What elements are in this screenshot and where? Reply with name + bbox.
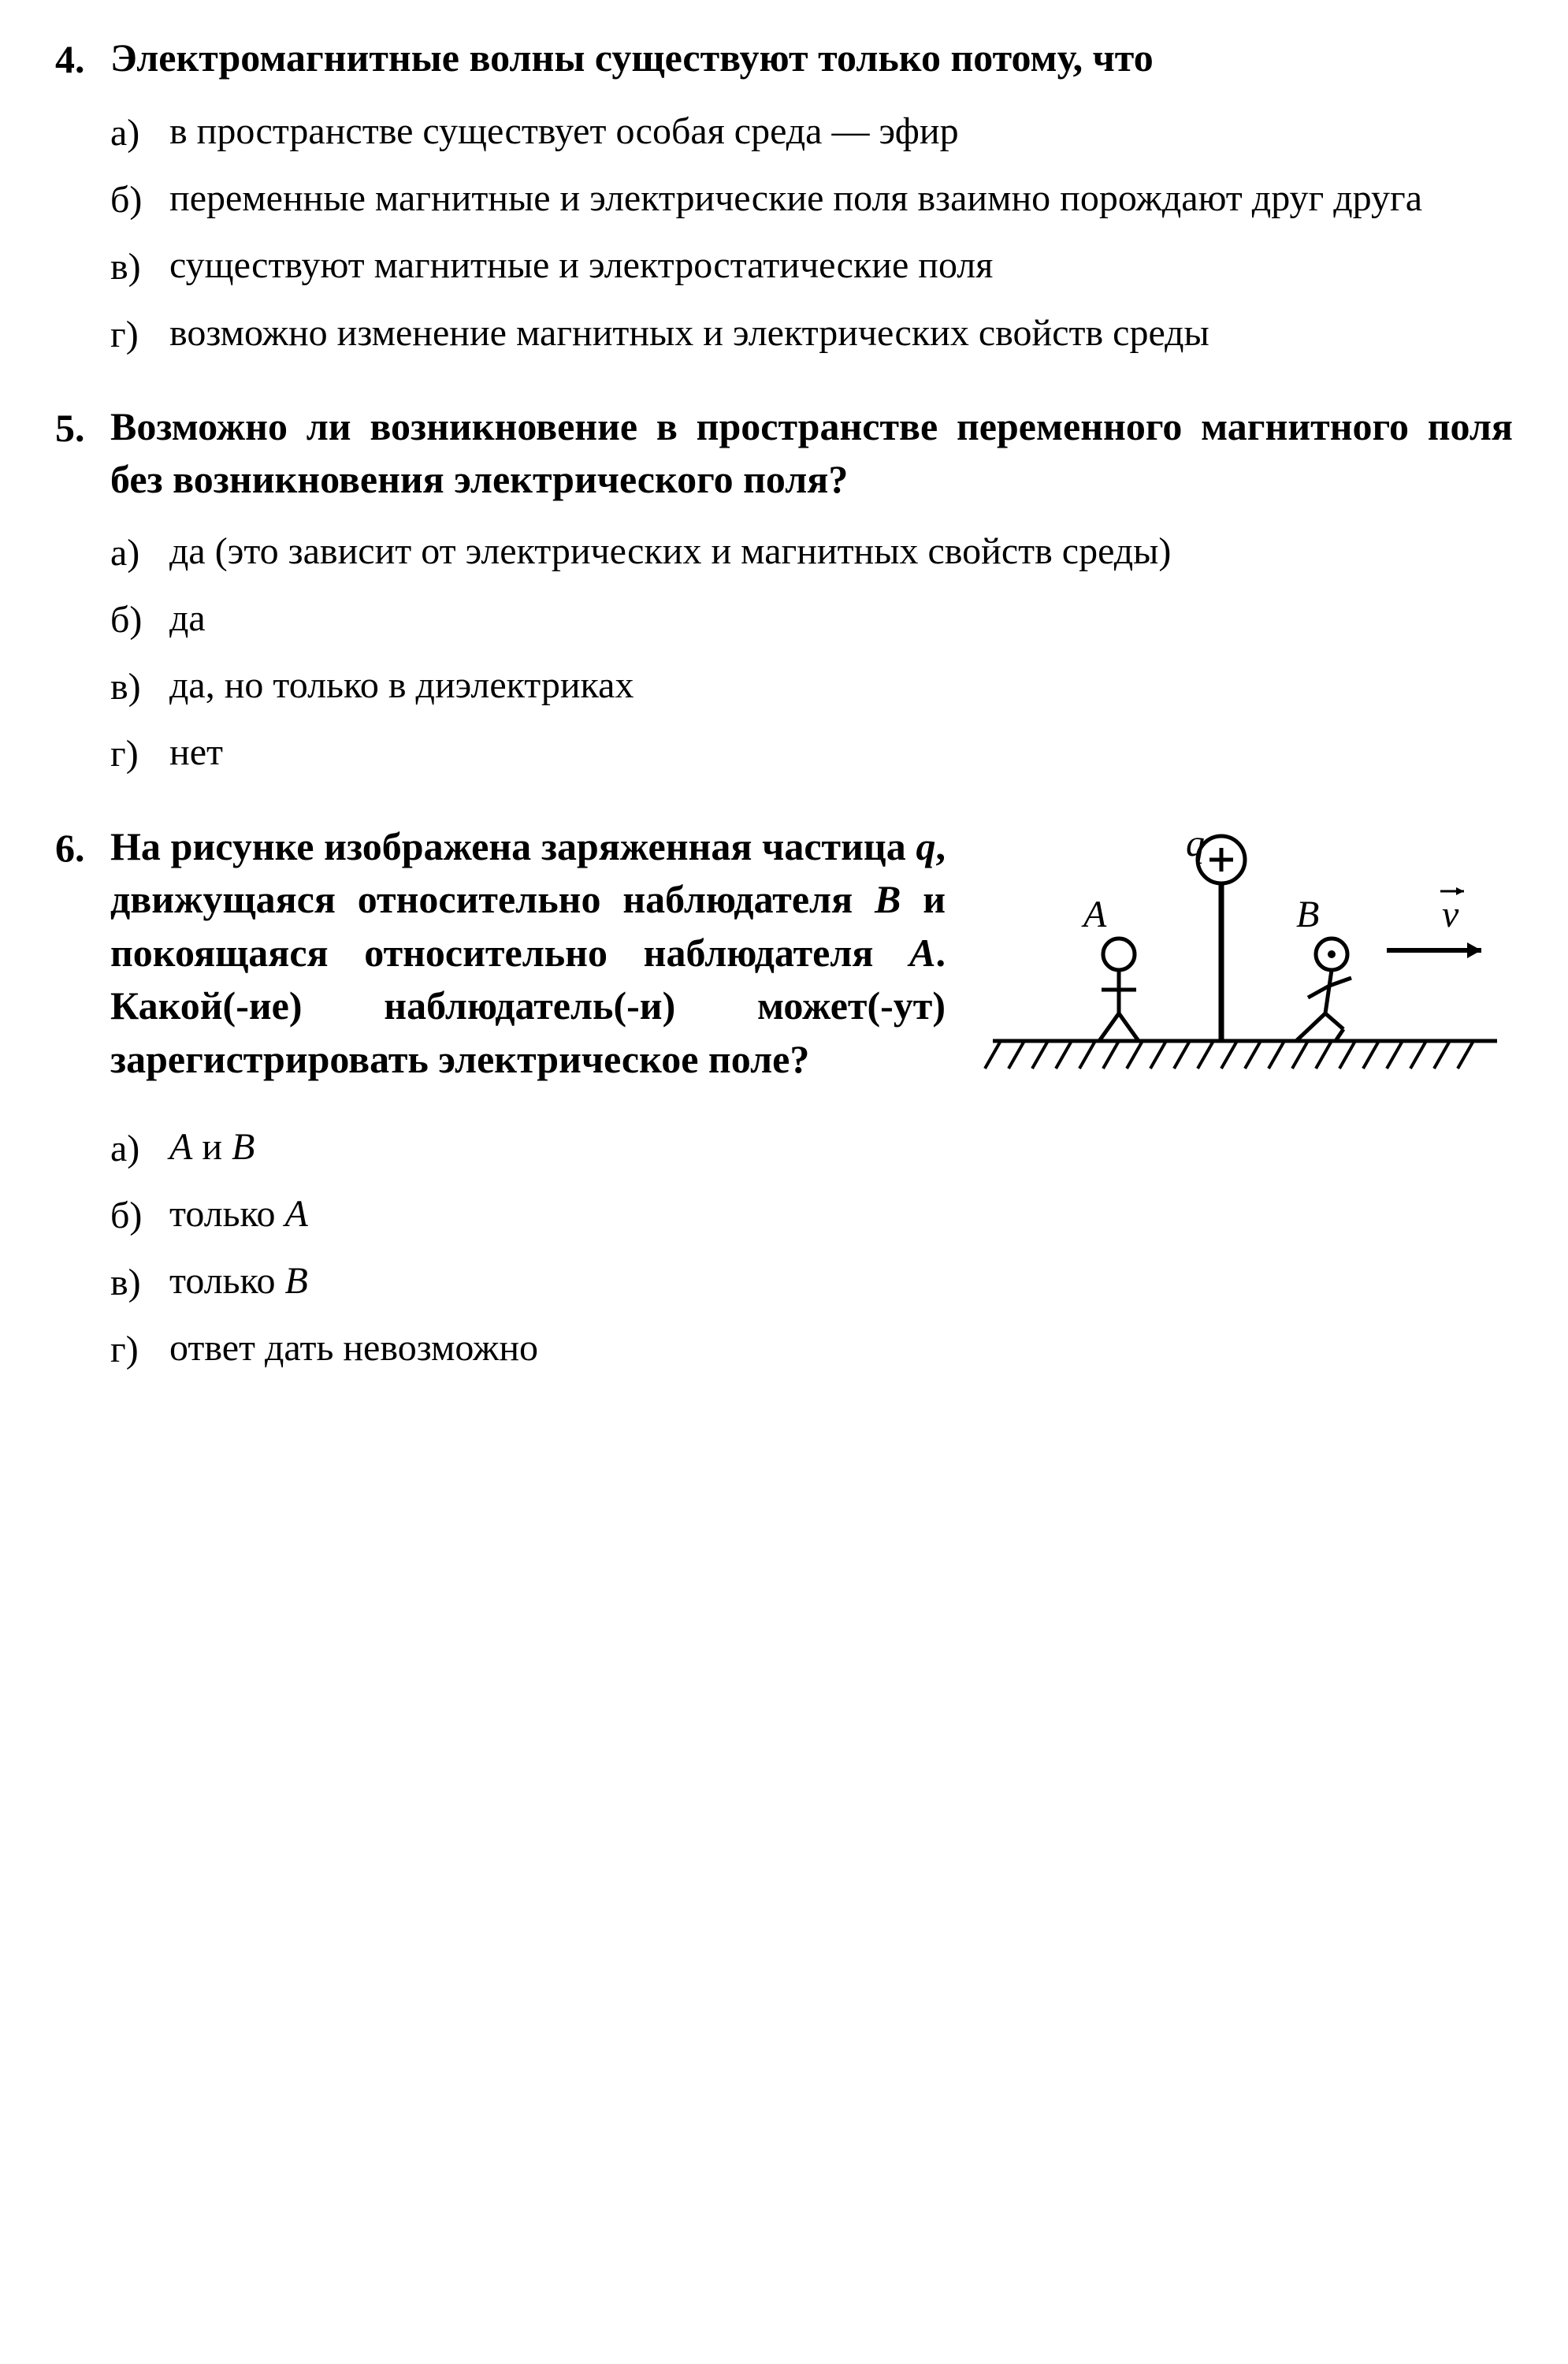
q4-header: 4. Электромагнитные волны существуют тол… <box>55 32 1513 87</box>
option-letter: а) <box>110 1122 169 1175</box>
option-text: существуют магнитные и электростатически… <box>169 240 1513 292</box>
q6-option-v: в) только B <box>110 1256 1513 1309</box>
option-letter: б) <box>110 173 169 226</box>
q6-option-g: г) ответ дать невозможно <box>110 1323 1513 1376</box>
q5-option-b: б) да <box>110 593 1513 646</box>
question-6: 6. На рисунке изображена заряженная част… <box>55 820 1513 1377</box>
q4-number: 4. <box>55 32 110 87</box>
option-letter: г) <box>110 308 169 361</box>
option-text: да <box>169 593 1513 645</box>
q5-text: Возможно ли возникновение в пространстве… <box>110 400 1513 507</box>
q6-figure: q A Bv <box>977 820 1513 1102</box>
option-letter: г) <box>110 727 169 780</box>
option-text: да, но только в диэлектриках <box>169 660 1513 712</box>
q5-option-g: г) нет <box>110 727 1513 780</box>
option-text: только B <box>169 1256 1513 1307</box>
q6-option-a: а) A и B <box>110 1122 1513 1175</box>
q6-var-A: A <box>909 931 935 975</box>
option-text: в пространстве существует особая среда —… <box>169 106 1513 158</box>
option-text: возможно изменение магнитных и электриче… <box>169 308 1513 359</box>
option-text: да (это зависит от электрических и магни… <box>169 526 1513 578</box>
option-letter: в) <box>110 240 169 293</box>
option-letter: а) <box>110 106 169 159</box>
q6-var-q: q <box>916 824 936 868</box>
q5-option-v: в) да, но только в диэлектриках <box>110 660 1513 713</box>
option-letter: г) <box>110 1323 169 1376</box>
q6-var-B: B <box>875 877 901 921</box>
option-letter: в) <box>110 660 169 713</box>
q6-option-b: б) только A <box>110 1189 1513 1242</box>
q4-option-b: б) переменные магнитные и электрические … <box>110 173 1513 226</box>
option-letter: б) <box>110 593 169 646</box>
svg-text:v: v <box>1442 894 1459 935</box>
question-4: 4. Электромагнитные волны существуют тол… <box>55 32 1513 361</box>
q4-option-g: г) возможно изменение магнитных и электр… <box>110 308 1513 361</box>
q6-number: 6. <box>55 820 110 875</box>
physics-diagram: q A Bv <box>977 820 1513 1088</box>
q6-text: На рисунке изображена заряженная частица… <box>110 820 946 1087</box>
option-text: ответ дать невозможно <box>169 1323 1513 1374</box>
option-text: A и B <box>169 1122 1513 1173</box>
option-letter: б) <box>110 1189 169 1242</box>
option-letter: а) <box>110 526 169 579</box>
q6-options: а) A и B б) только A в) только B г) отве… <box>110 1122 1513 1377</box>
q5-options: а) да (это зависит от электрических и ма… <box>110 526 1513 781</box>
svg-text:q: q <box>1186 823 1205 864</box>
q4-option-v: в) существуют магнитные и электростатиче… <box>110 240 1513 293</box>
svg-text:A: A <box>1081 894 1107 935</box>
question-5: 5. Возможно ли возникновение в пространс… <box>55 400 1513 781</box>
option-text: только A <box>169 1189 1513 1240</box>
q4-option-a: а) в пространстве существует особая сред… <box>110 106 1513 159</box>
q4-options: а) в пространстве существует особая сред… <box>110 106 1513 361</box>
q4-text: Электромагнитные волны существуют только… <box>110 32 1513 85</box>
option-text: нет <box>169 727 1513 779</box>
option-text: переменные магнитные и электрические пол… <box>169 173 1513 225</box>
svg-text:B: B <box>1296 894 1319 935</box>
q5-header: 5. Возможно ли возникновение в пространс… <box>55 400 1513 507</box>
q5-option-a: а) да (это зависит от электрических и ма… <box>110 526 1513 579</box>
q6-text-part1: На рисунке изображена заряженная частица <box>110 824 916 868</box>
q5-number: 5. <box>55 400 110 455</box>
option-letter: в) <box>110 1256 169 1309</box>
q6-header: 6. На рисунке изображена заряженная част… <box>55 820 1513 1102</box>
